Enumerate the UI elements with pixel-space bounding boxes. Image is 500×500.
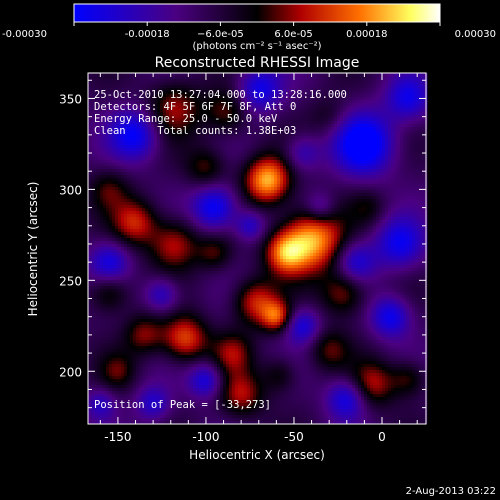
- colorbar: [73, 3, 441, 23]
- y-tick-label: 250: [59, 274, 82, 288]
- annotation-counts: Clean Total counts: 1.38E+03: [94, 125, 296, 137]
- y-tick-label: 200: [59, 365, 82, 379]
- y-axis: 200 250 300 350: [59, 79, 426, 409]
- chart-title: Reconstructed RHESSI Image: [155, 55, 360, 71]
- colorbar-tick-label: −6.0e-05: [197, 29, 244, 40]
- x-axis: -150 -100 -50 0: [99, 73, 418, 444]
- colorbar-units: (photons cm⁻² s⁻¹ asec⁻²): [192, 41, 321, 52]
- x-tick-label: -150: [104, 430, 131, 444]
- y-axis-label: Heliocentric Y (arcsec): [26, 182, 40, 317]
- colorbar-ticks: -0.00030 -0.00018 −6.0e-05 6.0e-05 0.00018 0.…: [2, 22, 496, 40]
- x-axis-label: Heliocentric X (arcsec): [189, 448, 325, 462]
- x-tick-label: -100: [192, 430, 219, 444]
- colorbar-tick-label: 0.00030: [455, 29, 496, 40]
- peak-position-label: Position of Peak = [-33,273]: [94, 399, 271, 411]
- y-tick-label: 300: [59, 183, 82, 197]
- x-tick-label: -50: [284, 430, 304, 444]
- annotation-time-range: 25-Oct-2010 13:27:04.000 to 13:28:16.000: [94, 89, 347, 101]
- footer-timestamp: 2-Aug-2013 03:22: [406, 486, 496, 497]
- colorbar-tick-label: 0.00018: [346, 29, 387, 40]
- colorbar-tick-label: -0.00018: [125, 29, 170, 40]
- x-tick-label: 0: [378, 430, 386, 444]
- plot-frame: [87, 72, 427, 425]
- annotation-energy-range: Energy Range: 25.0 - 50.0 keV: [94, 113, 278, 125]
- colorbar-tick-label: 6.0e-05: [274, 29, 312, 40]
- annotation-detectors: Detectors: 4F 5F 6F 7F 8F, Att 0: [94, 101, 296, 113]
- heatmap-plot: [88, 73, 428, 425]
- y-tick-label: 350: [59, 92, 82, 106]
- colorbar-tick-label: -0.00030: [2, 29, 47, 40]
